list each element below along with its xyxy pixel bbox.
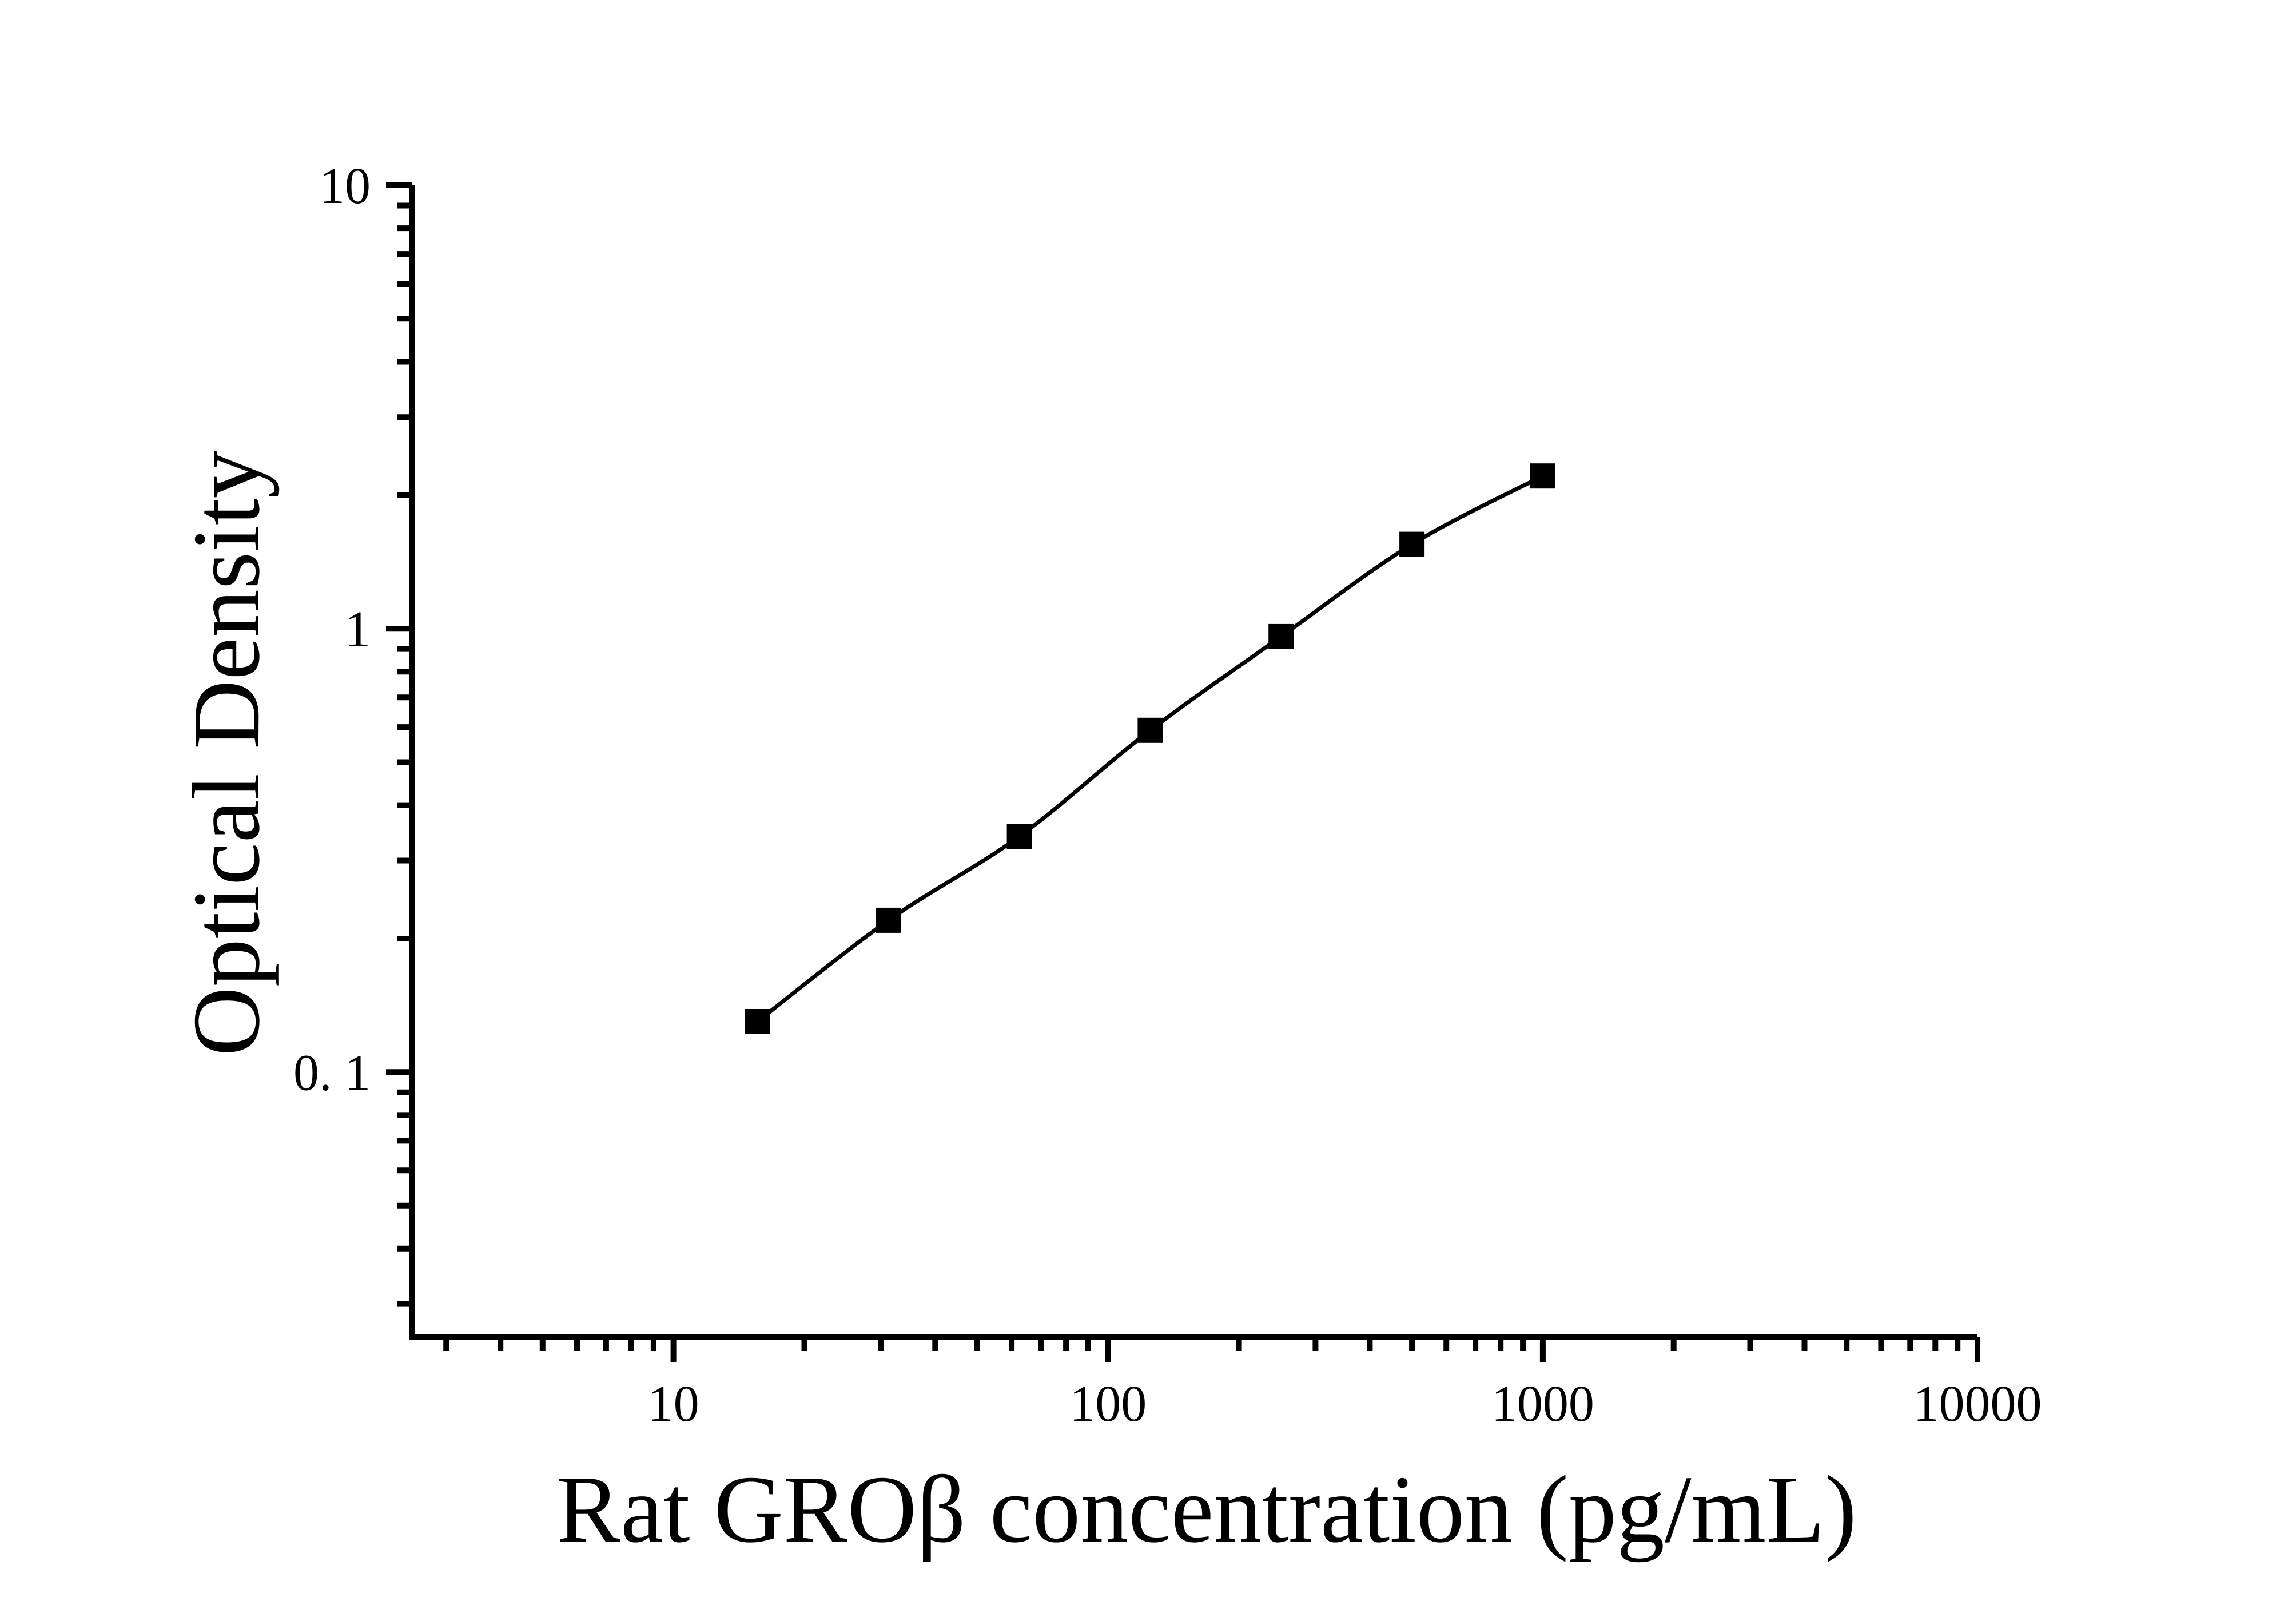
- y-tick-label: 10: [319, 158, 371, 214]
- curve-path: [756, 474, 1544, 1023]
- data-point-marker: [1530, 463, 1555, 489]
- x-tick-label: 10: [648, 1376, 699, 1432]
- standard-curve-line: [756, 474, 1544, 1023]
- x-tick-label: 1000: [1491, 1376, 1594, 1432]
- data-point-marker: [745, 1009, 770, 1034]
- x-axis-title: Rat GROβ concentration (pg/mL): [556, 1456, 1857, 1563]
- plot-axes: [409, 185, 1977, 1340]
- x-tick-label: 100: [1069, 1376, 1147, 1432]
- axis-spine: [409, 185, 1977, 1340]
- axis-ticks: [386, 182, 1980, 1362]
- data-point-marker: [1268, 623, 1294, 649]
- data-point-marker: [1137, 717, 1163, 743]
- y-axis-title: Optical Density: [173, 450, 280, 1056]
- data-point-marker: [1006, 824, 1032, 849]
- data-point-markers: [745, 463, 1555, 1034]
- y-tick-label: 0. 1: [293, 1044, 371, 1101]
- data-point-marker: [876, 907, 901, 933]
- x-tick-label: 10000: [1913, 1376, 2042, 1432]
- y-tick-label: 1: [345, 601, 371, 658]
- data-point-marker: [1399, 531, 1425, 557]
- axis-tick-labels: 10 100 1000 10000 10 1 0. 1: [293, 158, 2042, 1432]
